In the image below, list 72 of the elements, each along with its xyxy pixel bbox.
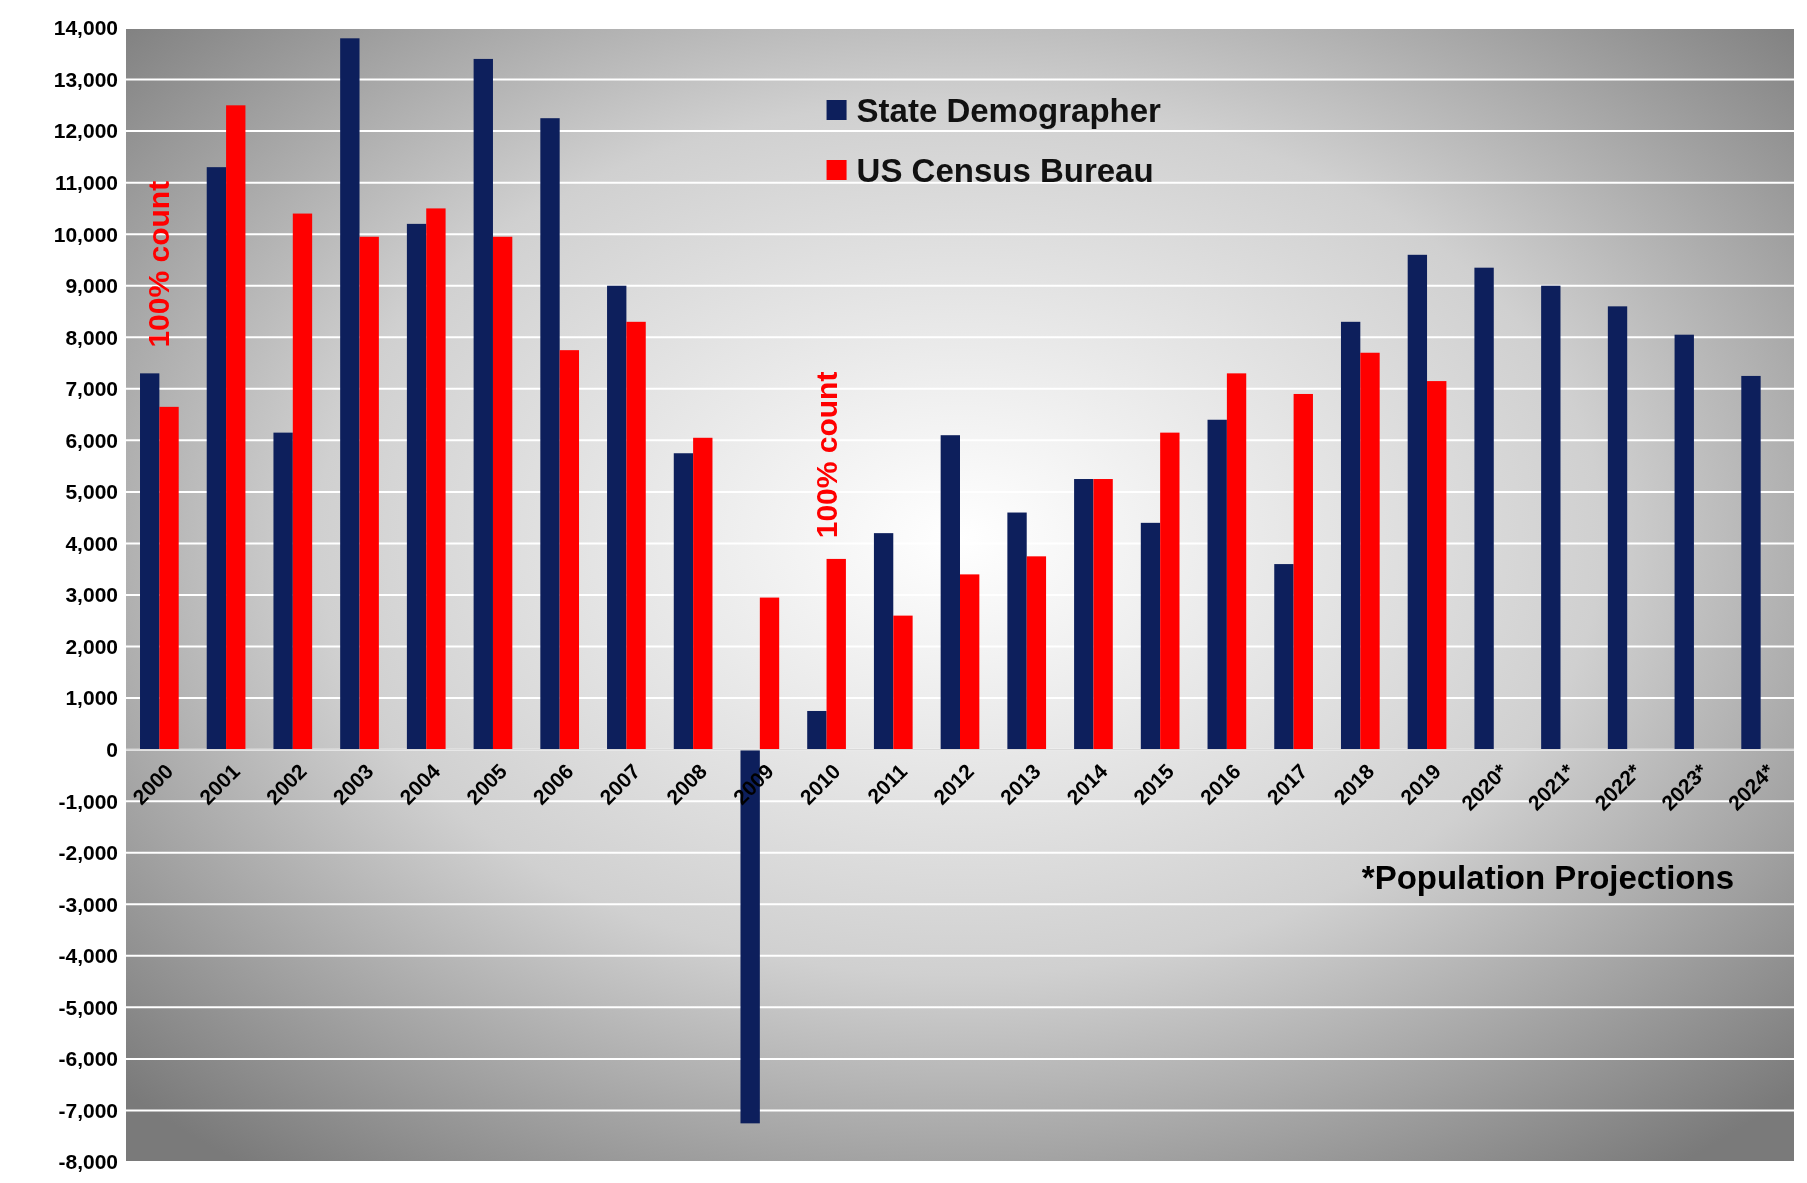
bar [1226, 373, 1247, 750]
bar [159, 406, 179, 750]
y-tick-label: 13,000 [53, 67, 118, 91]
bar [206, 167, 227, 750]
y-tick-label: 7,000 [65, 377, 118, 401]
y-tick-label: 12,000 [53, 119, 118, 143]
bar [226, 105, 246, 750]
bar [426, 208, 446, 750]
annotation: 100% count [809, 371, 843, 539]
bar [273, 432, 293, 750]
bar [626, 321, 646, 750]
bar [807, 710, 827, 750]
bar [1360, 352, 1380, 750]
legend-label: US Census Bureau [856, 151, 1154, 189]
bar [1140, 522, 1161, 750]
bar [406, 223, 427, 750]
y-tick-label: 2,000 [65, 634, 118, 658]
y-tick-label: 1,000 [65, 686, 118, 710]
y-tick-label: 11,000 [54, 170, 118, 194]
bar [960, 574, 980, 750]
bar [292, 213, 313, 750]
bar [1674, 334, 1694, 750]
bar [1026, 556, 1047, 750]
bar [940, 435, 960, 750]
bar [826, 558, 846, 750]
y-tick-label: 10,000 [53, 222, 118, 246]
bar [1607, 306, 1628, 750]
bar [1407, 254, 1428, 750]
y-tick-label: 6,000 [65, 428, 118, 452]
bar [1427, 381, 1447, 750]
bar [1093, 479, 1113, 750]
bar [1541, 285, 1561, 750]
bar [540, 118, 560, 750]
bar [873, 533, 894, 750]
bar [759, 597, 780, 750]
bar [607, 285, 627, 750]
y-tick-label: -7,000 [58, 1098, 118, 1122]
bar [473, 58, 493, 750]
bar [893, 615, 913, 750]
bar [693, 437, 713, 750]
y-tick-label: -2,000 [58, 841, 118, 865]
bar [1741, 375, 1761, 750]
y-tick-label: 8,000 [65, 325, 118, 349]
bar [1474, 267, 1494, 750]
bar [1293, 393, 1313, 750]
bar [559, 350, 580, 750]
bar [1160, 432, 1180, 750]
y-tick-label: -1,000 [58, 789, 118, 813]
y-tick-label: -3,000 [58, 892, 118, 916]
annotation: 100% count [142, 180, 176, 348]
annotation: *Population Projections [1361, 858, 1734, 896]
bar [1074, 479, 1094, 750]
bar [1207, 419, 1227, 750]
bar [1007, 512, 1027, 750]
bar [673, 453, 694, 750]
bar [1274, 564, 1294, 750]
y-tick-label: 9,000 [65, 274, 118, 298]
y-tick-label: -5,000 [58, 995, 118, 1019]
bar [340, 38, 360, 750]
bar [1340, 321, 1361, 750]
y-tick-label: 5,000 [65, 480, 118, 504]
y-tick-label: -4,000 [58, 944, 118, 968]
y-tick-label: 14,000 [53, 16, 118, 40]
y-tick-label: 0 [106, 737, 118, 761]
y-tick-label: 4,000 [65, 531, 118, 555]
y-tick-label: -8,000 [58, 1150, 118, 1174]
bar [140, 373, 160, 750]
y-tick-label: -6,000 [58, 1047, 118, 1071]
y-tick-label: 3,000 [65, 583, 118, 607]
bar [359, 236, 379, 750]
legend-label: State Demographer [856, 91, 1162, 129]
bar [492, 236, 513, 750]
